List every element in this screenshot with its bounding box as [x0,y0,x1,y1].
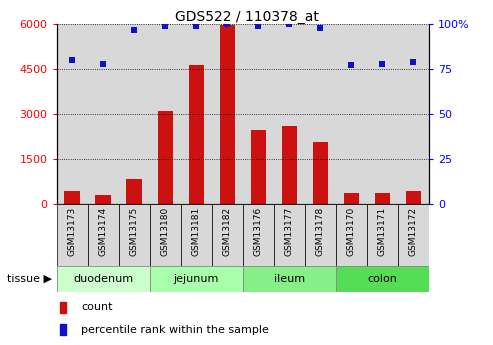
Point [379,61,387,66]
Point [99,61,107,66]
Text: jejunum: jejunum [174,274,219,284]
Text: GSM13181: GSM13181 [192,207,201,256]
Bar [282,126,297,204]
Bar [57,24,88,204]
Text: count: count [81,302,112,312]
Bar [88,204,119,266]
Bar [181,24,212,204]
Point [254,23,262,29]
Text: duodenum: duodenum [73,274,133,284]
Bar [188,66,204,204]
Text: GSM13177: GSM13177 [285,207,294,256]
Text: ileum: ileum [274,274,305,284]
Point [161,23,169,29]
Bar [250,130,266,204]
Bar [367,204,398,266]
Bar [61,302,66,313]
Text: GSM13172: GSM13172 [409,207,418,256]
Bar [398,24,429,204]
Text: GSM13171: GSM13171 [378,207,387,256]
Bar [119,204,150,266]
Bar [313,142,328,204]
Bar [219,25,235,204]
Bar [274,204,305,266]
Bar [150,266,243,292]
Text: GDS522 / 110378_at: GDS522 / 110378_at [175,10,318,24]
Text: tissue ▶: tissue ▶ [7,274,52,284]
Bar [61,324,66,335]
Bar [375,193,390,204]
Text: GSM13174: GSM13174 [99,207,108,256]
Point [348,63,355,68]
Bar [57,204,88,266]
Bar [65,191,80,204]
Bar [305,204,336,266]
Bar [212,204,243,266]
Bar [243,24,274,204]
Bar [344,193,359,204]
Point [285,21,293,27]
Text: GSM13173: GSM13173 [68,207,77,256]
Bar [398,204,429,266]
Bar [57,266,150,292]
Bar [212,24,243,204]
Bar [243,204,274,266]
Bar [119,24,150,204]
Bar [243,266,336,292]
Text: GSM13180: GSM13180 [161,207,170,256]
Bar [127,179,142,204]
Bar [336,24,367,204]
Bar [336,204,367,266]
Bar [336,266,429,292]
Text: GSM13170: GSM13170 [347,207,356,256]
Point [192,23,200,29]
Text: colon: colon [367,274,397,284]
Bar [150,204,181,266]
Point [223,21,231,27]
Point [130,27,138,32]
Bar [88,24,119,204]
Text: GSM13176: GSM13176 [254,207,263,256]
Bar [150,24,181,204]
Bar [305,24,336,204]
Bar [367,24,398,204]
Bar [157,111,173,204]
Text: percentile rank within the sample: percentile rank within the sample [81,325,269,335]
Text: GSM13175: GSM13175 [130,207,139,256]
Bar [406,191,421,204]
Point [410,59,418,65]
Point [68,57,76,63]
Bar [96,195,111,204]
Point [317,25,324,30]
Bar [181,204,212,266]
Bar [274,24,305,204]
Text: GSM13182: GSM13182 [223,207,232,256]
Text: GSM13178: GSM13178 [316,207,325,256]
